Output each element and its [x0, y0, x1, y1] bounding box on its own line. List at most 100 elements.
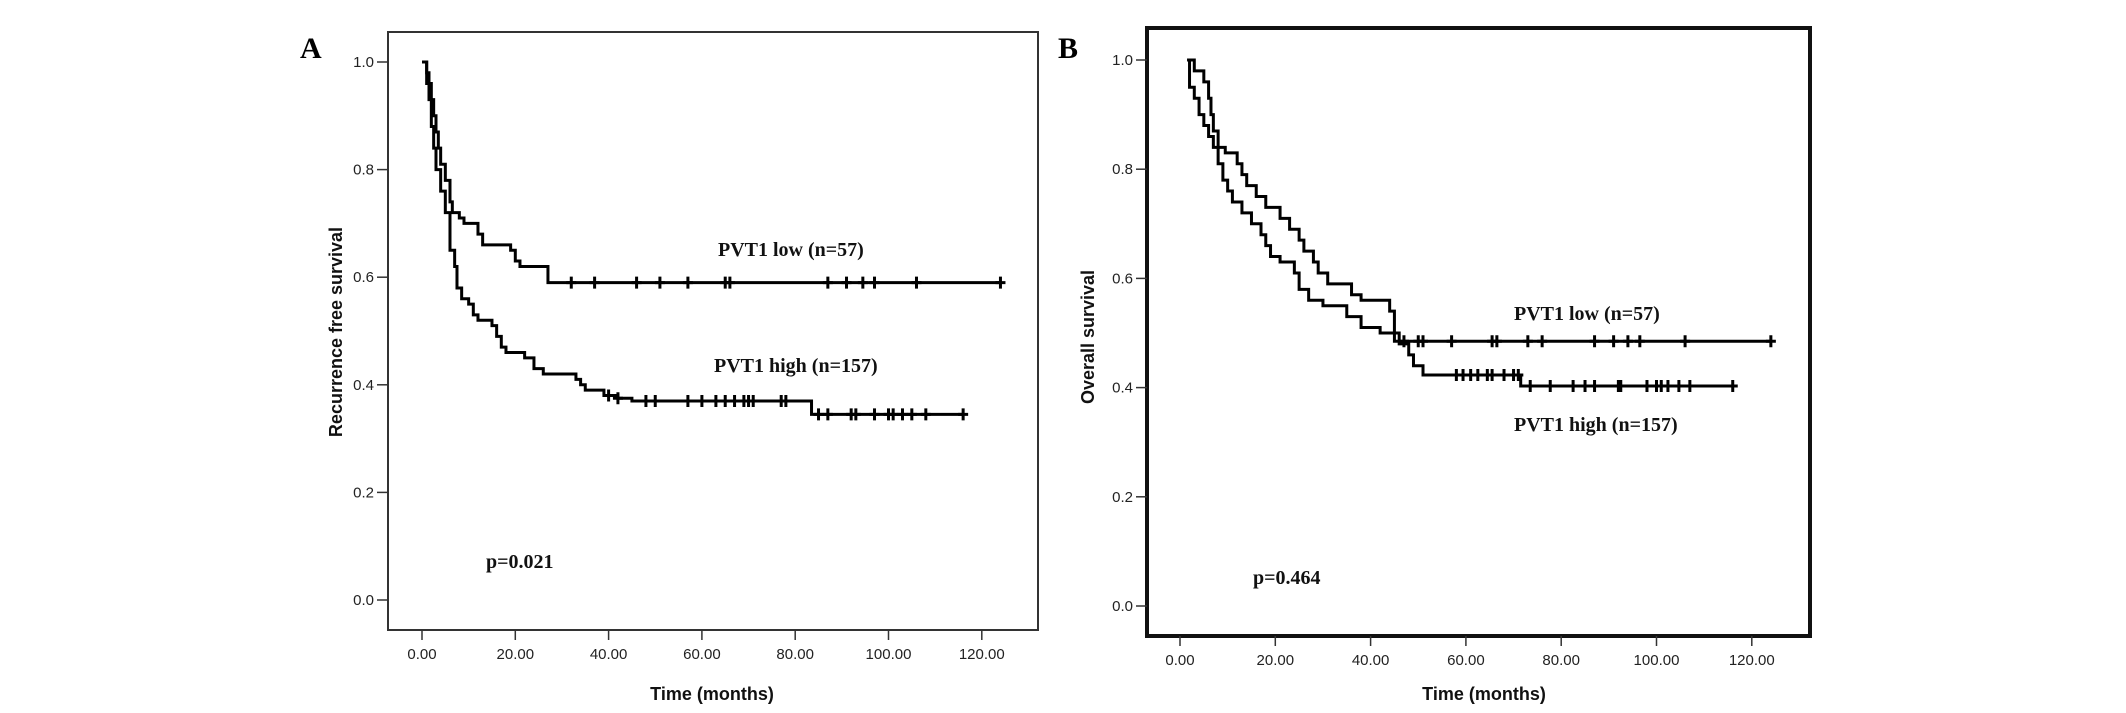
panel-a-recurrence-free-survival: A Recurrence free survival Time (months)… — [300, 31, 1039, 704]
censor-mark — [1684, 379, 1695, 392]
censor-mark — [911, 276, 922, 289]
legend-label-low: PVT1 low (n=57) — [718, 239, 864, 261]
censor-mark — [682, 276, 693, 289]
censor-mark — [720, 394, 731, 407]
censor-mark — [650, 394, 661, 407]
censor-mark — [682, 394, 693, 407]
x-tick-label: 80.00 — [776, 646, 814, 663]
censor-mark — [813, 408, 824, 421]
x-tick-label: 100.00 — [866, 646, 912, 663]
censor-mark — [995, 276, 1006, 289]
x-tick-label: 40.00 — [1352, 652, 1390, 669]
censor-mark — [1615, 379, 1626, 392]
censor-mark — [631, 276, 642, 289]
y-tick-label: 0.6 — [353, 269, 374, 286]
y-tick-label: 1.0 — [353, 54, 374, 71]
censor-mark — [1641, 379, 1652, 392]
x-tick-label: 20.00 — [497, 646, 535, 663]
legend-label-low: PVT1 low (n=57) — [1514, 303, 1660, 325]
censor-mark — [857, 276, 868, 289]
p-value: p=0.464 — [1253, 567, 1321, 589]
survival-curve-high — [1187, 58, 1733, 388]
censor-mark — [1727, 379, 1738, 392]
panel-label: A — [300, 32, 322, 65]
survival-curve-high — [422, 60, 964, 416]
censor-mark — [724, 276, 735, 289]
censor-mark — [1622, 335, 1633, 348]
censor-mark — [640, 394, 651, 407]
censor-mark — [1513, 369, 1524, 382]
censor-mark — [1446, 335, 1457, 348]
censor-mark — [566, 276, 577, 289]
y-tick-label: 0.6 — [1112, 270, 1133, 287]
panel-b-overall-survival: B Overall survival Time (months) p=0.464… — [1058, 26, 1812, 704]
censor-mark — [1525, 379, 1536, 392]
censor-mark — [841, 276, 852, 289]
censor-mark — [780, 394, 791, 407]
censor-mark — [958, 408, 969, 421]
x-axis-title: Time (months) — [650, 684, 774, 704]
y-tick-label: 1.0 — [1112, 52, 1133, 69]
y-tick-label: 0.8 — [1112, 161, 1133, 178]
censor-mark — [822, 276, 833, 289]
x-tick-label: 120.00 — [1729, 652, 1775, 669]
y-tick-label: 0.0 — [1112, 598, 1133, 615]
censor-mark — [1499, 369, 1510, 382]
censor-mark — [1673, 379, 1684, 392]
censor-mark — [1418, 335, 1429, 348]
plot-frame — [1145, 26, 1812, 638]
censor-mark — [1545, 379, 1556, 392]
survival-curve-low — [422, 60, 1001, 285]
y-axis-title: Overall survival — [1078, 270, 1098, 404]
x-tick-label: 80.00 — [1542, 652, 1580, 669]
x-axis-title: Time (months) — [1422, 684, 1546, 704]
p-value: p=0.021 — [486, 551, 554, 573]
censor-mark — [1680, 335, 1691, 348]
x-tick-label: 100.00 — [1634, 652, 1680, 669]
censor-mark — [869, 408, 880, 421]
censor-mark — [1487, 369, 1498, 382]
censor-mark — [748, 394, 759, 407]
x-tick-label: 60.00 — [683, 646, 721, 663]
censor-mark — [603, 389, 614, 402]
legend-label-high: PVT1 high (n=157) — [714, 355, 878, 377]
censor-mark — [1491, 335, 1502, 348]
censor-mark — [612, 392, 623, 405]
censor-mark — [920, 408, 931, 421]
y-tick-label: 0.8 — [353, 162, 374, 179]
plot-frame — [387, 31, 1039, 631]
x-tick-label: 20.00 — [1257, 652, 1295, 669]
censor-mark — [906, 408, 917, 421]
censor-mark — [710, 394, 721, 407]
censor-mark — [1472, 369, 1483, 382]
x-tick-label: 60.00 — [1447, 652, 1485, 669]
x-tick-label: 120.00 — [959, 646, 1005, 663]
x-tick-label: 0.00 — [1165, 652, 1194, 669]
censor-mark — [850, 408, 861, 421]
censor-mark — [1568, 379, 1579, 392]
censor-mark — [1765, 335, 1776, 348]
censor-mark — [1537, 335, 1548, 348]
y-tick-label: 0.4 — [353, 377, 374, 394]
censor-mark — [1589, 335, 1600, 348]
y-tick-label: 0.2 — [1112, 489, 1133, 506]
censor-mark — [869, 276, 880, 289]
censor-mark — [1589, 379, 1600, 392]
censor-mark — [1580, 379, 1591, 392]
censor-mark — [654, 276, 665, 289]
x-tick-label: 40.00 — [590, 646, 628, 663]
survival-curve-low — [1187, 58, 1771, 343]
censor-mark — [729, 394, 740, 407]
panel-label: B — [1058, 32, 1078, 65]
y-tick-label: 0.0 — [353, 592, 374, 609]
y-tick-label: 0.4 — [1112, 380, 1133, 397]
censor-mark — [1662, 379, 1673, 392]
legend-label-high: PVT1 high (n=157) — [1514, 414, 1678, 436]
censor-mark — [1522, 335, 1533, 348]
censor-mark — [897, 408, 908, 421]
x-tick-label: 0.00 — [407, 646, 436, 663]
y-axis-title: Recurrence free survival — [326, 227, 346, 437]
censor-mark — [1608, 335, 1619, 348]
censor-mark — [888, 408, 899, 421]
